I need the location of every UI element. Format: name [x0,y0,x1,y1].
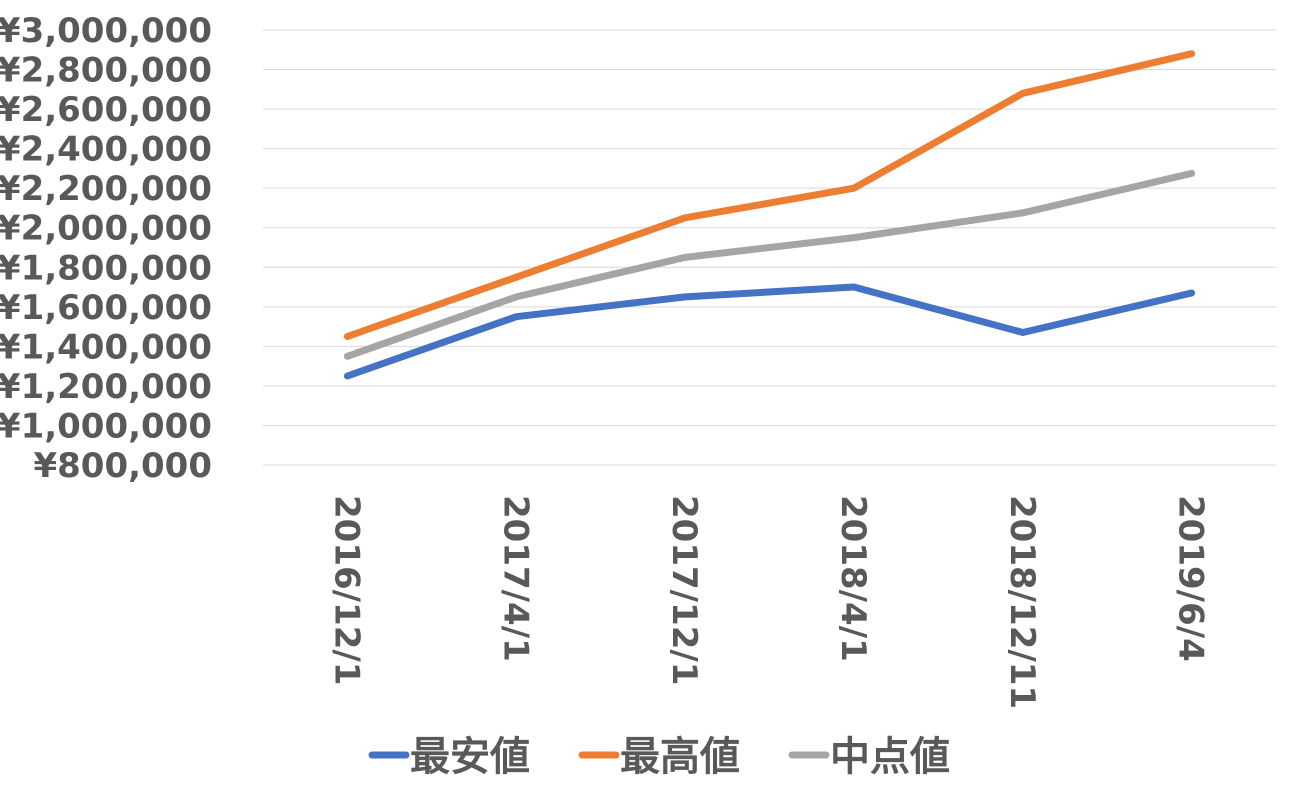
y-tick-label: ¥2,000,000 [0,209,212,249]
x-axis-tick-labels: 2016/12/1 2017/4/1 2017/12/1 2018/4/1 2018/1… [326,495,1210,709]
x-tick-label: 2016/12/1 [326,495,366,685]
series-line [343,283,1196,380]
y-tick-label: ¥2,800,000 [0,51,212,91]
y-tick-label: ¥800,000 [33,446,212,486]
gridlines [263,29,1276,466]
series-line [343,169,1196,360]
legend: 最安値 最高値 中点値 [368,734,950,780]
x-tick-label: 2018/12/11 [1002,495,1042,709]
y-tick-label: ¥2,200,000 [0,169,212,209]
x-tick-label: 2017/4/1 [495,495,535,662]
y-tick-label: ¥3,000,000 [0,11,212,51]
y-tick-label: ¥1,400,000 [0,327,212,367]
legend-label: 最安値 [410,734,530,780]
y-tick-label: ¥1,000,000 [0,406,212,446]
x-tick-label: 2018/4/1 [833,495,873,662]
series-line [343,50,1196,340]
series-lines [343,50,1196,380]
y-axis-tick-labels: ¥800,000¥1,000,000¥1,200,000¥1,400,000¥1… [0,11,212,486]
x-tick-label: 2017/12/1 [664,495,704,685]
y-tick-label: ¥2,400,000 [0,130,212,170]
y-tick-label: ¥2,600,000 [0,90,212,130]
y-tick-label: ¥1,200,000 [0,367,212,407]
y-tick-label: ¥1,600,000 [0,288,212,328]
x-tick-label: 2019/6/4 [1171,495,1211,662]
y-tick-label: ¥1,800,000 [0,248,212,288]
legend-label: 最高値 [620,734,740,780]
legend-label: 中点値 [830,734,950,780]
